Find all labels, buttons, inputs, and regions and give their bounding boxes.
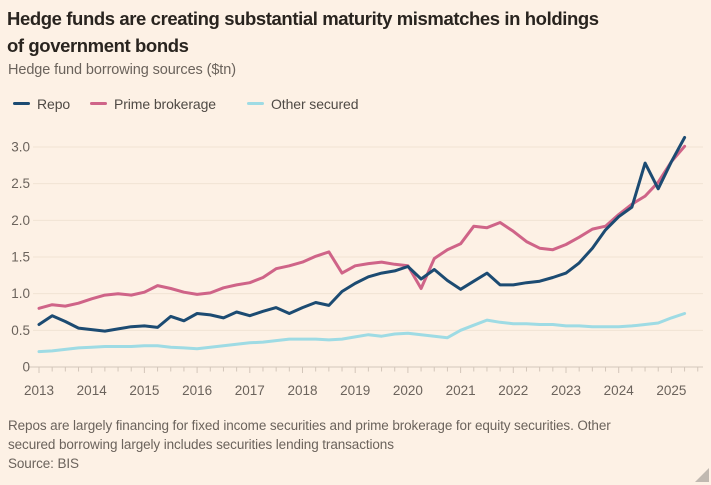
chart-title-line1: Hedge funds are creating substantial mat…	[7, 8, 599, 29]
series-line-prime-brokerage	[37, 144, 687, 310]
x-tick-label: 2016	[182, 383, 212, 398]
x-tick-label: 2018	[287, 383, 317, 398]
y-tick-label: 0.5	[11, 323, 30, 338]
x-tick-label: 2022	[498, 383, 528, 398]
x-tick-label: 2020	[393, 383, 423, 398]
y-tick-label: 2.0	[11, 213, 30, 228]
legend-swatch-prime-brokerage	[90, 101, 107, 106]
x-tick-label: 2013	[24, 383, 54, 398]
source-line: Source: BIS	[8, 456, 79, 471]
x-tick-label: 2024	[604, 383, 635, 398]
chart-subtitle: Hedge fund borrowing sources ($tn)	[8, 62, 236, 78]
series-line-other-secured	[37, 312, 687, 354]
chart-title: Hedge funds are creating substantial mat…	[7, 5, 671, 59]
legend-label-other-secured: Other secured	[271, 95, 359, 112]
y-tick-label: 1.5	[11, 250, 30, 265]
legend-swatch-repo	[13, 101, 30, 106]
legend-swatch-other-secured	[247, 101, 264, 106]
legend-item-other-secured: Other secured	[247, 95, 359, 112]
line-chart-canvas: 0 0.5 1.0 1.5 2.0 2.5 3.0 2013 2014 2015 2016 2017 2…	[11, 136, 703, 398]
legend-item-repo: Repo	[13, 95, 70, 112]
y-tick-label: 1.0	[11, 286, 30, 301]
x-tick-label: 2023	[551, 383, 581, 398]
footnote-line1: Repos are largely financing for fixed in…	[8, 418, 611, 433]
chart-footnote: Repos are largely financing for fixed in…	[8, 416, 708, 473]
y-tick-label: 3.0	[11, 140, 30, 155]
x-tick-label: 2025	[656, 383, 686, 398]
y-tick-label: 0	[22, 360, 30, 375]
x-tick-label: 2017	[235, 383, 265, 398]
y-tick-label: 2.5	[11, 176, 30, 191]
legend-item-prime-brokerage: Prime brokerage	[90, 95, 216, 112]
footnote-line2: secured borrowing largely includes secur…	[8, 437, 394, 452]
legend-label-repo: Repo	[37, 95, 71, 112]
x-tick-label: 2019	[340, 383, 370, 398]
chart-title-line2: of government bonds	[7, 35, 189, 56]
x-tick-label: 2015	[129, 383, 159, 398]
legend-label-prime-brokerage: Prime brokerage	[114, 95, 216, 112]
series-line-repo	[37, 136, 687, 333]
x-tick-label: 2021	[446, 383, 476, 398]
resize-grip-icon[interactable]	[695, 468, 709, 482]
x-tick-label: 2014	[77, 383, 108, 398]
